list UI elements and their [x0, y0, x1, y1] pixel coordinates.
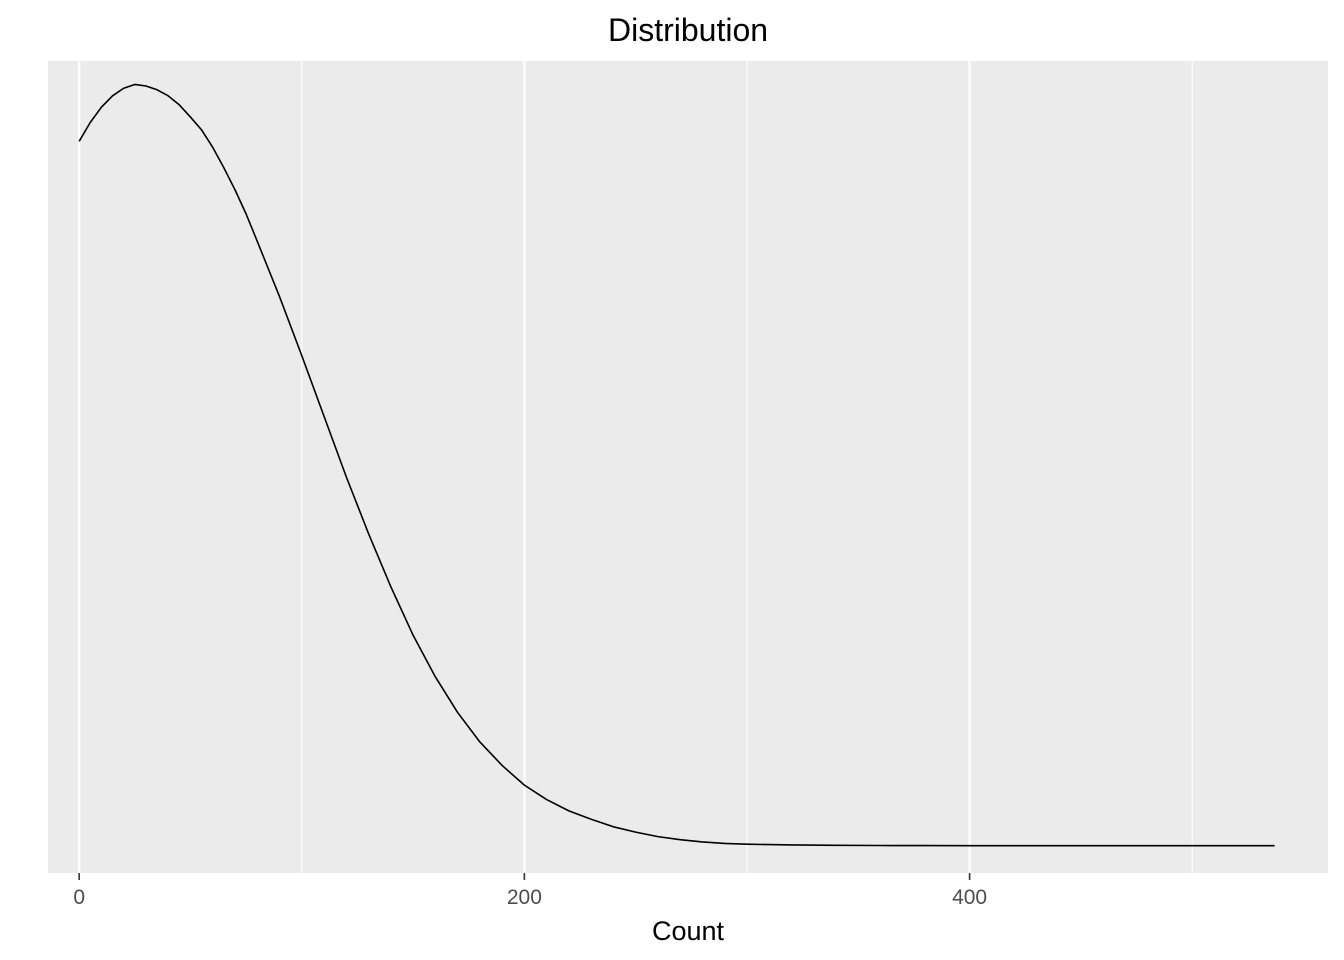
x-tick-label: 200 [507, 886, 542, 909]
panel-background [48, 61, 1328, 873]
gridlines [78, 61, 1193, 873]
x-axis-label: Count [652, 916, 725, 946]
chart-title: Distribution [608, 12, 768, 48]
x-axis: 0 200 400 [73, 873, 987, 909]
series-layer [78, 83, 1275, 847]
density-line [78, 83, 1275, 847]
x-tick-label: 0 [73, 886, 85, 909]
x-tick-label: 400 [952, 886, 987, 909]
plot-panel [48, 61, 1328, 873]
